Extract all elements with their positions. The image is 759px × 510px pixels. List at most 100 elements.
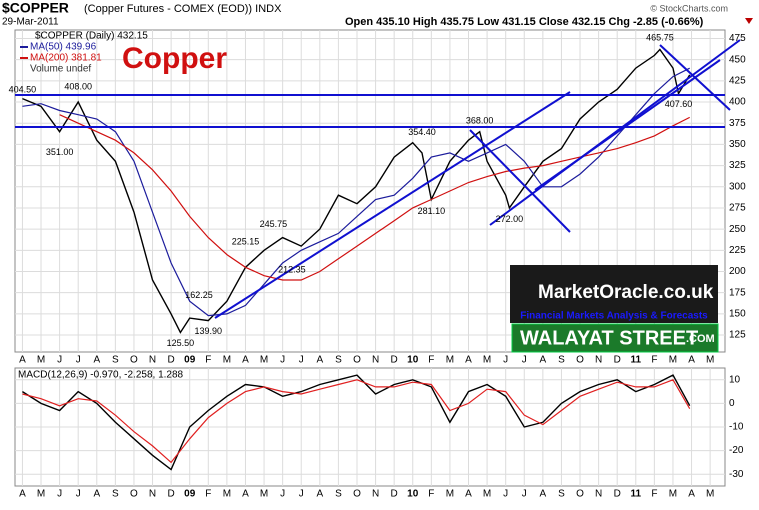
y-tick-label: 275	[729, 203, 746, 214]
x-tick-label: F	[651, 355, 657, 366]
series-line	[22, 374, 691, 471]
x-tick-label: M	[446, 489, 454, 500]
x-tick-label: 11	[630, 355, 641, 366]
x-tick-label: J	[76, 355, 81, 366]
price-panel	[14, 29, 726, 353]
x-tick-label: A	[465, 355, 472, 366]
price-annotation: 404.50	[9, 85, 37, 95]
y-tick-label: -30	[729, 469, 744, 480]
price-annotation: 368.00	[466, 116, 494, 126]
y-tick-label: 175	[729, 287, 746, 298]
x-tick-label: D	[168, 489, 175, 500]
x-tick-label: M	[223, 489, 231, 500]
x-tick-label: D	[168, 355, 175, 366]
x-tick-label: O	[353, 489, 361, 500]
x-tick-label: A	[465, 489, 472, 500]
x-tick-label: A	[19, 489, 26, 500]
x-tick-label: M	[37, 489, 45, 500]
x-tick-label: S	[112, 355, 119, 366]
x-tick-label: A	[19, 355, 26, 366]
y-tick-label: 125	[729, 330, 746, 341]
x-tick-label: J	[522, 489, 527, 500]
x-tick-label: J	[57, 489, 62, 500]
x-tick-label: M	[446, 355, 454, 366]
x-tick-label: A	[688, 489, 695, 500]
x-tick-label: D	[614, 489, 621, 500]
y-tick-label: 225	[729, 245, 746, 256]
price-annotation: 225.15	[232, 237, 260, 247]
x-tick-label: M	[483, 355, 491, 366]
x-tick-label: O	[130, 355, 138, 366]
x-tick-label: O	[353, 355, 361, 366]
x-tick-label: M	[483, 489, 491, 500]
price-annotation: 139.90	[195, 326, 223, 336]
x-tick-label: F	[651, 489, 657, 500]
credit: © StockCharts.com	[650, 3, 728, 13]
macd-legend: MACD(12,26,9) -0.970, -2.258, 1.288	[18, 370, 184, 381]
x-tick-label: F	[428, 355, 434, 366]
trend-lines	[15, 39, 741, 319]
x-tick-label: A	[242, 355, 249, 366]
x-tick-label: J	[280, 489, 285, 500]
down-arrow	[745, 18, 753, 24]
volume-note: Volume undef	[30, 64, 91, 75]
x-tick-label: M	[223, 355, 231, 366]
x-tick-label: O	[576, 489, 584, 500]
x-tick-label: O	[130, 489, 138, 500]
x-tick-label: S	[335, 489, 342, 500]
x-tick-label: A	[540, 355, 547, 366]
y-tick-label: 450	[729, 54, 746, 65]
price-annotation: 245.75	[260, 219, 288, 229]
x-tick-label: S	[335, 355, 342, 366]
x-tick-label: M	[706, 355, 714, 366]
y-tick-label: 350	[729, 139, 746, 150]
x-tick-label: 10	[407, 489, 419, 500]
series-line	[22, 379, 691, 464]
x-tick-label: N	[372, 355, 379, 366]
x-tick-label: F	[428, 489, 434, 500]
x-tick-label: D	[614, 355, 621, 366]
x-tick-label: N	[595, 489, 602, 500]
x-tick-label: 11	[630, 489, 641, 500]
x-tick-label: S	[558, 489, 565, 500]
x-tick-label: J	[299, 355, 304, 366]
x-tick-label: M	[669, 355, 677, 366]
x-tick-label: A	[688, 355, 695, 366]
y-tick-label: 325	[729, 160, 746, 171]
y-tick-label: 400	[729, 97, 746, 108]
description: (Copper Futures - COMEX (EOD)) INDX	[84, 3, 282, 15]
x-tick-label: J	[299, 489, 304, 500]
date: 29-Mar-2011	[2, 17, 59, 28]
x-tick-label: A	[93, 489, 100, 500]
x-tick-label: O	[576, 355, 584, 366]
legend-ma50: MA(50) 439.96	[30, 42, 97, 53]
x-tick-label: J	[503, 355, 508, 366]
price-annotation: 272.00	[496, 214, 524, 224]
price-annotation: 465.75	[646, 33, 674, 43]
x-tick-label: J	[503, 489, 508, 500]
x-tick-label: 09	[184, 355, 196, 366]
x-tick-label: S	[558, 355, 565, 366]
y-tick-label: 150	[729, 309, 746, 320]
x-tick-label: D	[391, 355, 398, 366]
quote: Open 435.10 High 435.75 Low 431.15 Close…	[345, 16, 704, 28]
x-tick-label: N	[149, 355, 156, 366]
x-tick-label: D	[391, 489, 398, 500]
logo-dotcom: .COM	[686, 333, 715, 345]
x-tick-label: A	[242, 489, 249, 500]
y-tick-label: 475	[729, 33, 746, 44]
y-tick-label: 300	[729, 181, 746, 192]
x-tick-label: J	[76, 489, 81, 500]
x-tick-label: A	[316, 489, 323, 500]
x-tick-label: J	[57, 355, 62, 366]
chart-title: Copper	[122, 42, 227, 75]
y-tick-label: 375	[729, 118, 746, 129]
street-box	[511, 323, 719, 353]
series-line	[22, 67, 690, 317]
x-tick-label: N	[595, 355, 602, 366]
x-tick-label: 09	[184, 489, 196, 500]
x-tick-label: A	[540, 489, 547, 500]
logo-tagline: Financial Markets Analysis & Forecasts	[520, 311, 708, 322]
x-tick-label: M	[37, 355, 45, 366]
price-annotation: 212.35	[278, 264, 306, 274]
